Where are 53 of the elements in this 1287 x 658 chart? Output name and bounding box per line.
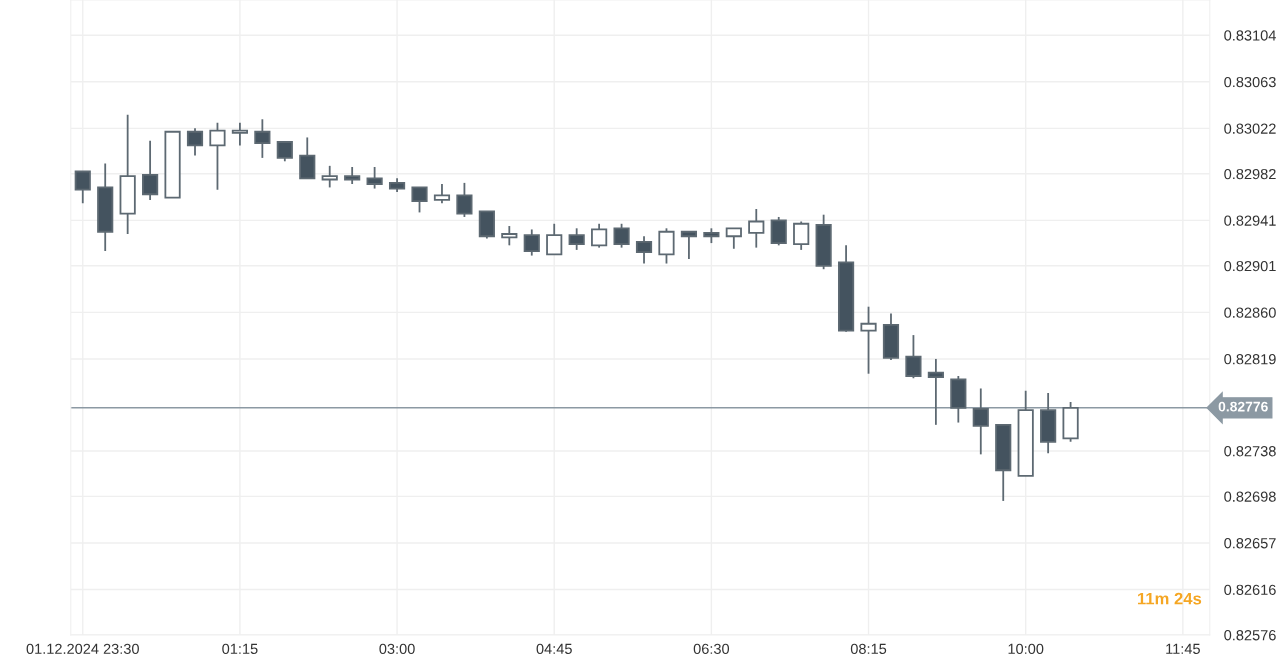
candlestick — [456, 181, 473, 218]
x-tick-label: 01:15 — [222, 643, 258, 655]
candlestick — [74, 170, 91, 205]
candlestick — [680, 230, 698, 260]
candlestick — [231, 121, 249, 147]
x-tick-label: 08:15 — [850, 643, 887, 655]
y-tick-label: 0.82941 — [1224, 215, 1276, 226]
candlestick — [546, 222, 563, 256]
y-tick-label: 0.82616 — [1224, 584, 1276, 595]
y-tick-label: 0.82576 — [1224, 630, 1276, 641]
x-tick-label: 06:30 — [693, 643, 730, 655]
candlestick — [142, 139, 159, 201]
candlestick — [613, 222, 630, 249]
y-tick-label: 0.82657 — [1224, 538, 1276, 549]
candlestick — [770, 216, 787, 247]
candlestick — [209, 121, 226, 191]
candlestick — [433, 183, 451, 205]
y-tick-label: 0.82819 — [1224, 354, 1276, 365]
candlestick — [299, 136, 316, 180]
candlestick — [591, 222, 608, 249]
candlestick — [748, 208, 765, 249]
candlestick — [501, 225, 518, 247]
x-tick-label: 04:45 — [536, 643, 572, 655]
x-tick-label: 03:00 — [379, 643, 415, 655]
annotation: 11m 24s — [1137, 592, 1202, 605]
candlestick — [254, 118, 271, 159]
candlestick — [658, 227, 675, 265]
y-tick-label: 0.82982 — [1224, 168, 1276, 180]
candlestick — [725, 227, 742, 250]
candlestick — [186, 127, 204, 157]
x-tick-label: 10:00 — [1008, 643, 1044, 655]
x-tick-label: 11:45 — [1166, 643, 1200, 655]
candlestick — [905, 334, 922, 380]
candlestick — [523, 228, 540, 257]
y-tick-label: 0.82860 — [1224, 307, 1276, 318]
candlestick — [366, 166, 383, 190]
candlestick — [927, 358, 944, 426]
y-tick-label: 0.83022 — [1224, 123, 1276, 134]
candlestick — [411, 186, 428, 214]
candlestick — [568, 227, 585, 251]
candlestick — [793, 220, 810, 251]
ref-line-label: 0.82776 — [1218, 401, 1268, 412]
candlestick — [276, 141, 293, 163]
y-tick-label: 0.82738 — [1224, 446, 1276, 457]
y-tick-label: 0.83063 — [1224, 76, 1276, 88]
y-tick-label: 0.83104 — [1224, 30, 1276, 41]
candlestick — [860, 305, 877, 375]
y-tick-label: 0.82698 — [1224, 491, 1276, 502]
candlestick — [321, 164, 338, 189]
x-tick-label: 01.12.2024 23:30 — [26, 643, 139, 655]
candlestick — [635, 235, 653, 265]
y-tick-label: 0.82901 — [1224, 260, 1276, 272]
candlestick — [972, 387, 989, 456]
